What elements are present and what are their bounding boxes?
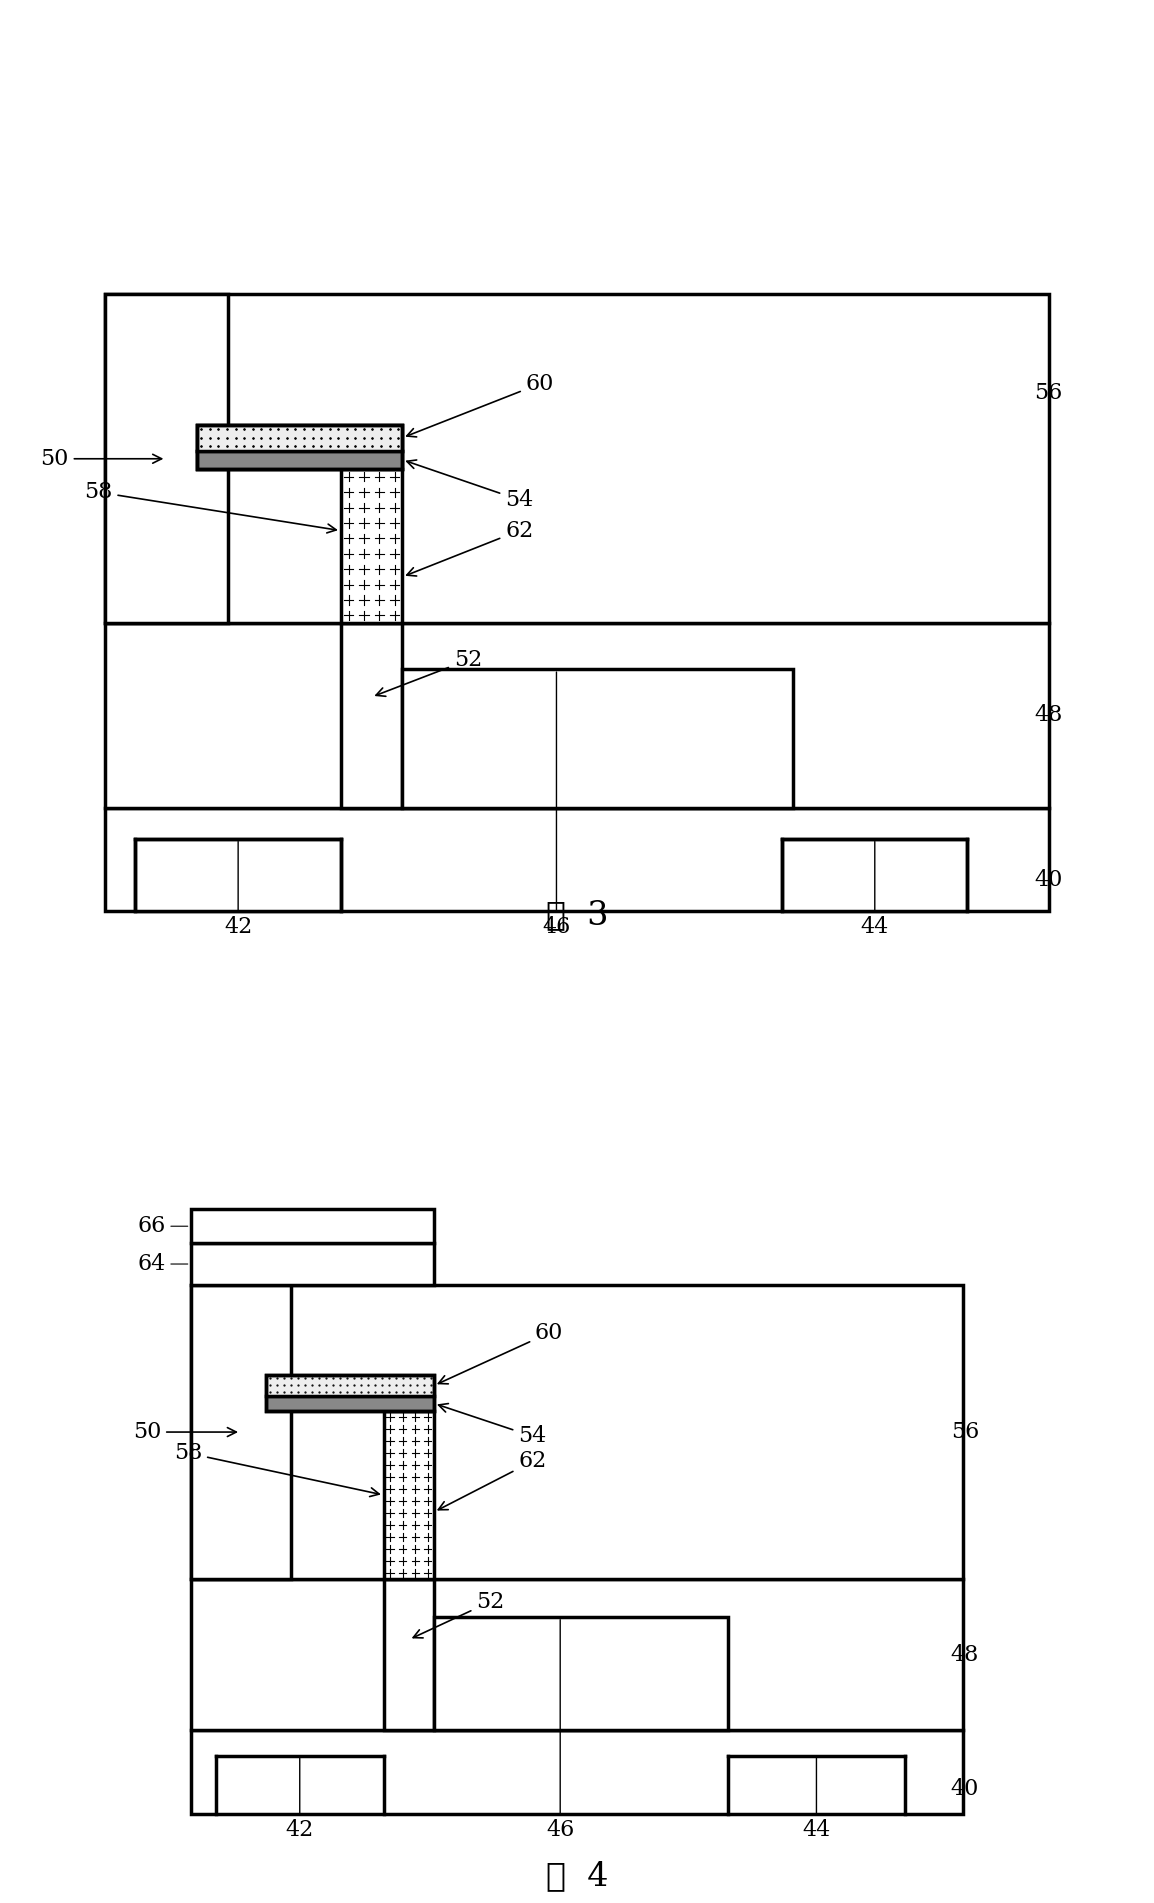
Bar (403, 670, 793, 809)
Bar (105, 622, 1049, 809)
Bar (267, 1376, 434, 1397)
Text: 图  3: 图 3 (546, 898, 608, 931)
Bar (105, 295, 1049, 622)
Text: 42: 42 (286, 1758, 314, 1840)
Text: 66: 66 (137, 1216, 188, 1237)
Bar (197, 451, 403, 468)
Text: 44: 44 (802, 1758, 831, 1840)
Text: 50: 50 (133, 1422, 237, 1442)
Text: 52: 52 (413, 1591, 504, 1638)
Text: 46: 46 (542, 672, 570, 938)
Bar (267, 1376, 434, 1410)
Text: 64: 64 (137, 1252, 188, 1275)
Text: 52: 52 (376, 649, 482, 696)
Text: 58: 58 (84, 481, 336, 533)
Text: 58: 58 (174, 1442, 380, 1496)
Bar (197, 424, 403, 451)
Text: 56: 56 (1034, 383, 1062, 403)
Text: 42: 42 (224, 841, 253, 938)
Bar (190, 1730, 964, 1814)
Text: 40: 40 (1034, 870, 1063, 891)
Bar (190, 1243, 434, 1285)
Bar (190, 1285, 964, 1579)
Text: 图  4: 图 4 (546, 1861, 608, 1893)
Text: 60: 60 (406, 373, 554, 438)
Bar (384, 1579, 434, 1730)
Bar (135, 839, 340, 910)
Text: 54: 54 (407, 461, 533, 510)
Bar (190, 1579, 964, 1730)
Text: 48: 48 (951, 1644, 980, 1665)
Text: 56: 56 (951, 1422, 979, 1442)
Bar (340, 622, 403, 809)
Bar (105, 809, 1049, 910)
Bar (190, 1285, 291, 1579)
Text: 46: 46 (546, 1619, 575, 1840)
Text: 40: 40 (951, 1777, 980, 1800)
Text: 62: 62 (439, 1450, 547, 1509)
Bar (105, 295, 227, 622)
Bar (197, 424, 403, 468)
Text: 60: 60 (439, 1323, 563, 1383)
Bar (782, 839, 967, 910)
Text: 44: 44 (861, 841, 889, 938)
Bar (197, 451, 403, 468)
Bar (434, 1618, 728, 1730)
Bar (340, 468, 403, 622)
Text: 50: 50 (40, 447, 162, 470)
Text: 48: 48 (1034, 704, 1063, 727)
Bar (267, 1397, 434, 1410)
Text: 62: 62 (406, 520, 533, 577)
Bar (190, 1210, 434, 1243)
Bar (384, 1410, 434, 1579)
Text: 54: 54 (439, 1404, 547, 1448)
Bar (197, 424, 403, 451)
